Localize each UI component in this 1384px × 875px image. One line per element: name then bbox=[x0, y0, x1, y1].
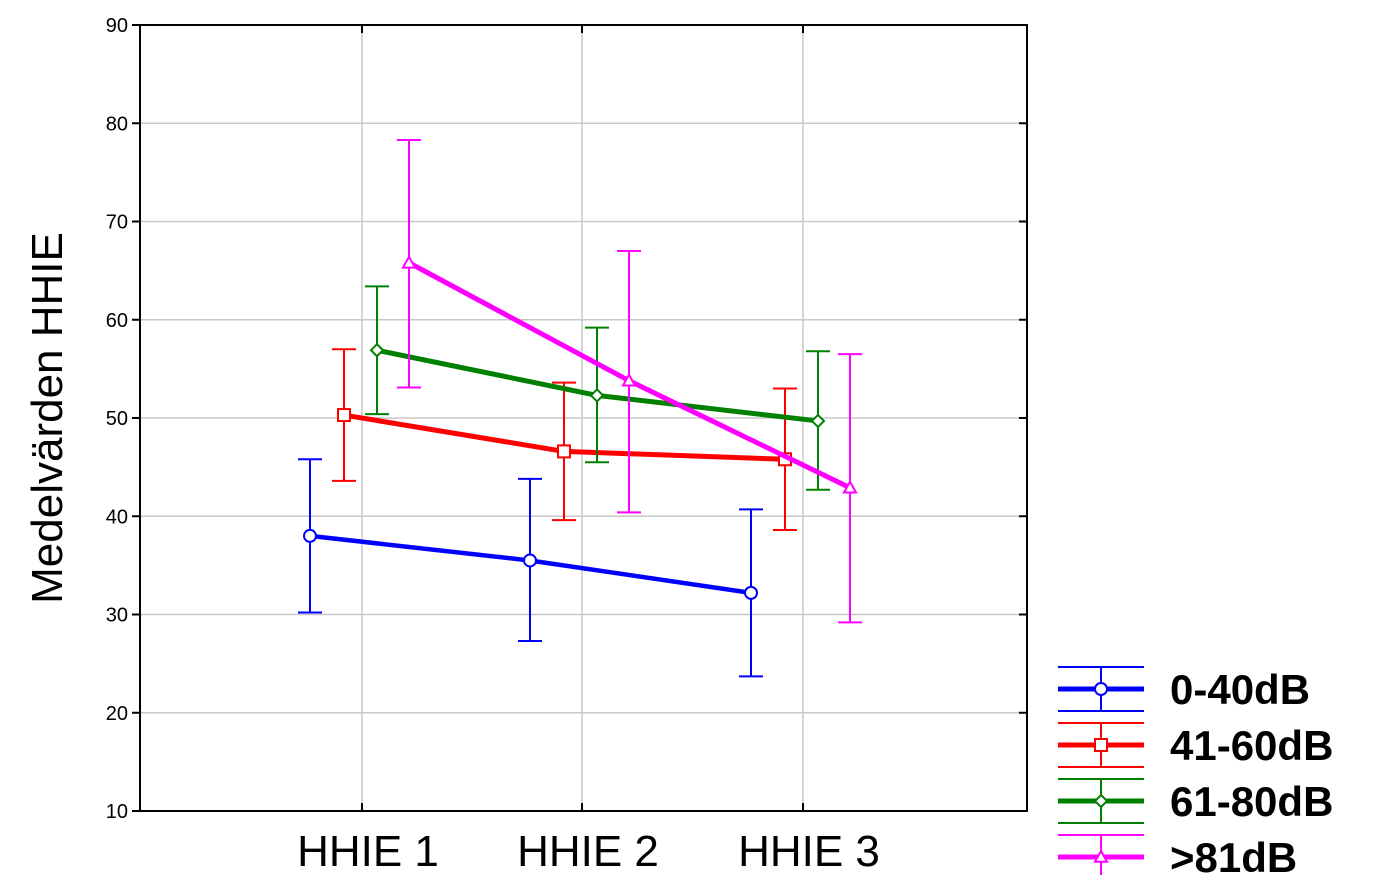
legend-item: 0-40dB bbox=[1058, 666, 1310, 713]
series-layer bbox=[298, 138, 862, 678]
data-point bbox=[401, 254, 417, 269]
data-point bbox=[842, 479, 858, 494]
y-tick-label: 70 bbox=[106, 212, 128, 234]
y-tick-label: 80 bbox=[106, 113, 128, 135]
y-tick-label: 90 bbox=[106, 15, 128, 37]
legend-marker bbox=[1093, 793, 1109, 809]
legend-item: 41-60dB bbox=[1058, 722, 1333, 769]
legend-label: >81dB bbox=[1170, 834, 1297, 875]
legend-label: 41-60dB bbox=[1170, 722, 1333, 769]
legend-marker bbox=[1094, 682, 1108, 696]
data-point bbox=[557, 444, 571, 459]
data-point bbox=[621, 372, 637, 387]
legend-label: 61-80dB bbox=[1170, 778, 1333, 825]
legend: 0-40dB 41-60dB 61-80dB >81dB bbox=[1058, 666, 1333, 875]
legend-item: 61-80dB bbox=[1058, 778, 1333, 825]
y-tick-label: 30 bbox=[106, 605, 128, 627]
x-tick-label: HHIE 3 bbox=[738, 827, 880, 875]
y-tick-label: 60 bbox=[106, 310, 128, 332]
data-point bbox=[810, 413, 826, 429]
legend-label: 0-40dB bbox=[1170, 666, 1310, 713]
y-tick-label: 20 bbox=[106, 703, 128, 725]
data-point bbox=[303, 528, 317, 543]
legend-item: >81dB bbox=[1058, 834, 1297, 875]
y-tick-label: 10 bbox=[106, 801, 128, 823]
legend-marker bbox=[1093, 848, 1109, 863]
data-point bbox=[523, 553, 537, 568]
series-4 bbox=[397, 138, 862, 624]
y-tick-label: 50 bbox=[106, 408, 128, 430]
grid-lines bbox=[140, 25, 1027, 811]
data-point bbox=[337, 408, 351, 423]
y-tick-label: 40 bbox=[106, 506, 128, 528]
series-3 bbox=[365, 285, 830, 491]
data-point bbox=[589, 387, 605, 403]
series-1 bbox=[298, 458, 763, 678]
axes: 10 20 30 40 50 60 70 80 90 HHIE 1 HHIE 2 HHIE 3 bbox=[106, 15, 1027, 875]
legend-marker bbox=[1094, 738, 1108, 752]
data-point bbox=[369, 342, 385, 358]
data-point bbox=[744, 585, 758, 600]
series-2 bbox=[332, 348, 797, 532]
x-tick-label: HHIE 2 bbox=[517, 827, 659, 875]
x-tick-label: HHIE 1 bbox=[297, 827, 439, 875]
y-axis-label: Medelvärden HHIE bbox=[23, 232, 72, 604]
